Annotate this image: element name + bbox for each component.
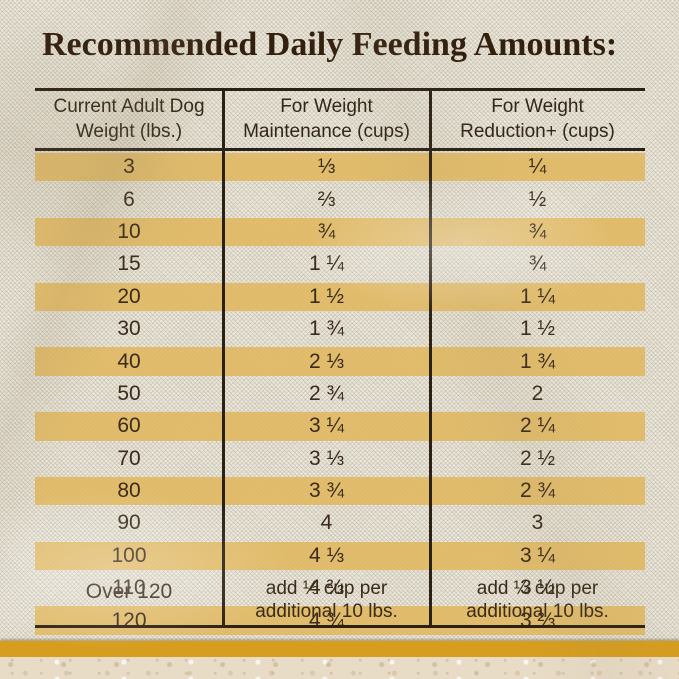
- maintenance-cell: 2 ¾: [308, 381, 345, 405]
- weight-cell: 110: [112, 576, 146, 600]
- footer-maintenance-cell: add ⅓ cup per additional 10 lbs.: [255, 578, 398, 622]
- reduction-cell: 3 ½: [519, 576, 556, 600]
- table-header-row: Current Adult Dog Weight (lbs.) For Weig…: [35, 91, 645, 148]
- maintenance-cell: ⅔: [317, 187, 336, 211]
- table-row: 90 4 3: [35, 507, 645, 539]
- burlap-background: [0, 0, 679, 642]
- table-row: 70 3 ⅓ 2 ½: [35, 443, 645, 475]
- reduction-cell: 1 ½: [519, 317, 556, 341]
- maintenance-cell: 1 ½: [308, 284, 345, 308]
- reduction-cell: ¼: [528, 155, 547, 179]
- footer-weight-cell: Over 120: [85, 580, 173, 603]
- weight-cell: 10: [117, 219, 141, 243]
- maintenance-cell: 3 ¾: [308, 479, 345, 503]
- reduction-cell: ¾: [528, 252, 547, 276]
- reduction-cell: 2 ½: [519, 446, 556, 470]
- weight-cell: 90: [117, 511, 141, 535]
- table-row: 15 1 ¼ ¾: [35, 248, 645, 280]
- column-divider-1: [222, 88, 225, 628]
- reduction-cell: 1 ¾: [519, 349, 556, 373]
- reduction-cell: ¾: [528, 219, 547, 243]
- table-row: 80 3 ¾ 2 ¾: [35, 475, 645, 507]
- table-row: 6 ⅔ ½: [35, 183, 645, 215]
- maintenance-cell: 4: [320, 511, 333, 535]
- feeding-table: Current Adult Dog Weight (lbs.) For Weig…: [35, 88, 645, 635]
- reduction-cell: 3 ¼: [519, 543, 556, 567]
- table-row: 120 4 ¾ 3 ⅔: [35, 604, 645, 636]
- table-row: 50 2 ¾ 2: [35, 378, 645, 410]
- header-reduction: For Weight Reduction+ (cups): [460, 96, 615, 142]
- weight-cell: 15: [117, 252, 141, 276]
- footer-reduction-cell: add ¼ cup per additional 10 lbs.: [466, 578, 609, 622]
- weight-cell: 100: [111, 543, 147, 567]
- maintenance-cell: 2 ⅓: [308, 349, 345, 373]
- reduction-cell: ½: [528, 187, 547, 211]
- maintenance-cell: 1 ¾: [308, 317, 345, 341]
- maintenance-cell: ⅓: [317, 155, 336, 179]
- table-border-bottom: [35, 625, 645, 628]
- maintenance-cell: 3 ¼: [308, 414, 345, 438]
- weight-cell: 6: [123, 187, 135, 211]
- table-row: 30 1 ¾ 1 ½: [35, 313, 645, 345]
- column-divider-2: [429, 88, 432, 628]
- table-row: 100 4 ⅓ 3 ¼: [35, 540, 645, 572]
- reduction-cell: 2: [531, 381, 544, 405]
- maintenance-cell: 3 ⅓: [308, 446, 345, 470]
- maintenance-cell: 1 ¼: [308, 252, 345, 276]
- table-header-separator: [35, 148, 645, 151]
- table-row: 40 2 ⅓ 1 ¾: [35, 345, 645, 377]
- table-row: 20 1 ½ 1 ¼: [35, 281, 645, 313]
- header-maintenance: For Weight Maintenance (cups): [243, 96, 410, 142]
- maintenance-cell: 4 ⅔: [308, 576, 345, 600]
- reduction-cell: 3: [531, 511, 544, 535]
- weight-cell: 80: [117, 479, 141, 503]
- weight-cell: 40: [117, 349, 141, 373]
- table-row: 3 ⅓ ¼: [35, 151, 645, 183]
- weight-cell: 60: [117, 414, 141, 438]
- page-title: Recommended Daily Feeding Amounts:: [42, 26, 618, 63]
- header-weight: Current Adult Dog Weight (lbs.): [53, 96, 205, 142]
- weight-cell: 70: [117, 446, 141, 470]
- weight-cell: 20: [117, 284, 141, 308]
- table-row: 60 3 ¼ 2 ¼: [35, 410, 645, 442]
- maintenance-cell: ¾: [317, 219, 336, 243]
- table-row: 10 ¾ ¾: [35, 216, 645, 248]
- table-footer-row: Over 120 add ⅓ cup per additional 10 lbs…: [35, 577, 645, 625]
- weight-cell: 30: [117, 317, 141, 341]
- table-body: 3 ⅓ ¼ 6 ⅔ ½ 10 ¾ ¾ 15 1 ¼ ¾ 20 1 ½ 1 ¼ 3…: [35, 151, 645, 635]
- bag-gold-stripe: [0, 641, 679, 657]
- countertop-surface: [0, 657, 679, 679]
- reduction-cell: 2 ¼: [519, 414, 556, 438]
- reduction-cell: 1 ¼: [519, 284, 556, 308]
- reduction-cell: 2 ¾: [519, 479, 556, 503]
- weight-cell: 50: [117, 381, 141, 405]
- table-border-top: [35, 88, 645, 91]
- maintenance-cell: 4 ⅓: [308, 543, 345, 567]
- weight-cell: 3: [123, 155, 135, 179]
- table-row: 110 4 ⅔ 3 ½: [35, 572, 645, 604]
